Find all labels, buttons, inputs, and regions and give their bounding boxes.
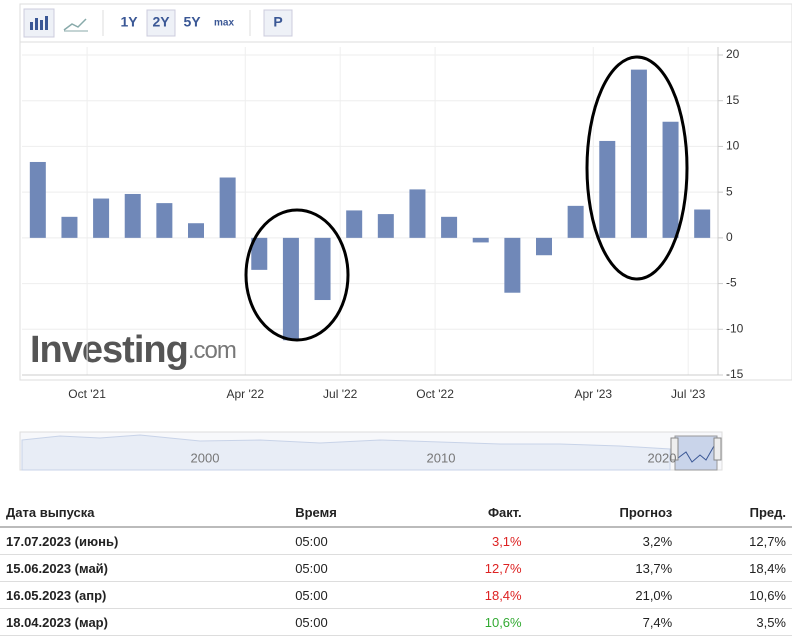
bar: [441, 216, 458, 238]
x-tick-label: Oct '21: [68, 387, 106, 401]
bar: [504, 237, 521, 293]
chart-frame: [19, 3, 792, 381]
table-cell: 12,7%: [678, 527, 792, 555]
table-cell: 3,5%: [678, 608, 792, 636]
watermark-name: Investing: [30, 329, 188, 371]
bar: [346, 210, 363, 238]
bar: [188, 223, 204, 238]
table-cell: 18,4%: [413, 581, 528, 609]
bar: [29, 161, 46, 238]
y-tick-label: 5: [726, 184, 733, 198]
table-row: 16.05.2023 (апр) 05:00 18,4% 21,0% 10,6%: [0, 581, 792, 609]
bar: [472, 237, 489, 243]
watermark: Investing.com: [30, 329, 236, 371]
line-icon[interactable]: [63, 18, 88, 32]
chart-panel: P 1Y 2Y 5Y max Investing.com -15 -10 -5 0 5 10 15 20…: [19, 3, 792, 471]
bar: [93, 198, 110, 238]
range-button[interactable]: max: [214, 18, 234, 29]
bar: [694, 209, 711, 238]
x-tick-label: Jul '23: [671, 387, 706, 401]
navigator-handle[interactable]: [713, 437, 722, 461]
table-header: Дата выпуска Время Факт. Прогноз Пред.: [0, 498, 792, 528]
range-button[interactable]: 5Y: [183, 14, 201, 30]
range-button[interactable]: 1Y: [120, 14, 138, 30]
annotation-ellipse: [585, 55, 689, 281]
bar: [377, 214, 394, 238]
bar: [219, 177, 236, 238]
table-cell: 10,6%: [678, 581, 792, 609]
y-tick-label: -5: [726, 276, 737, 290]
bar: [251, 237, 268, 270]
bar: [630, 69, 647, 238]
selected-range: [146, 9, 176, 37]
table-row: 18.04.2023 (мар) 05:00 10,6% 7,4% 3,5%: [0, 608, 792, 636]
table-cell: 12,7%: [413, 554, 528, 582]
bar: [409, 189, 426, 238]
table-cell: 18.04.2023 (мар): [0, 608, 290, 636]
mode-button[interactable]: [263, 9, 293, 37]
navigator-label: 2000: [191, 450, 220, 465]
navigator-window[interactable]: [674, 435, 718, 471]
table-cell: 3,2%: [527, 527, 679, 555]
table-cell: 15.06.2023 (май): [0, 554, 290, 582]
navigator-label: 2010: [427, 450, 456, 465]
table-cell: 05:00: [289, 554, 414, 582]
bar: [567, 205, 584, 238]
bar-icon[interactable]: [23, 8, 55, 38]
table-cell: 16.05.2023 (апр): [0, 581, 290, 609]
table-row: 17.07.2023 (июнь) 05:00 3,1% 3,2% 12,7%: [0, 527, 792, 555]
table-cell: 05:00: [289, 608, 414, 636]
navigator-area: [21, 434, 671, 471]
column-header: Время: [289, 498, 414, 528]
navigator-line: [677, 445, 715, 463]
table-cell: 21,0%: [527, 581, 679, 609]
watermark-suffix: .com: [188, 337, 236, 364]
table-cell: 17.07.2023 (июнь): [0, 527, 290, 555]
y-tick-label: -15: [726, 367, 744, 381]
y-tick-label: -10: [726, 321, 744, 335]
column-header: Пред.: [678, 498, 792, 528]
bar: [156, 203, 173, 238]
bar: [282, 237, 299, 341]
column-header: Прогноз: [527, 498, 679, 528]
table-cell: 10,6%: [413, 608, 528, 636]
table-cell: 05:00: [289, 581, 414, 609]
navigator-label: 2020: [648, 450, 677, 465]
data-table: Дата выпуска Время Факт. Прогноз Пред. 17.07…: [0, 498, 792, 636]
x-tick-label: Apr '22: [226, 387, 264, 401]
mode-label[interactable]: P: [273, 14, 282, 30]
table-cell: 7,4%: [527, 608, 679, 636]
x-tick-label: Oct '22: [416, 387, 454, 401]
bar: [536, 237, 552, 256]
table-cell: 18,4%: [678, 554, 792, 582]
x-tick-label: Apr '23: [574, 387, 612, 401]
bar: [124, 193, 141, 238]
table-cell: 13,7%: [527, 554, 679, 582]
y-tick-label: 20: [726, 47, 740, 61]
bar: [662, 121, 679, 238]
y-tick-label: 0: [726, 230, 733, 244]
y-tick-label: 10: [726, 139, 740, 153]
bar: [314, 237, 331, 301]
table-cell: 3,1%: [413, 527, 528, 555]
bar: [599, 140, 616, 238]
column-header: Дата выпуска: [0, 498, 290, 528]
table-row: 15.06.2023 (май) 05:00 12,7% 13,7% 18,4%: [0, 554, 792, 582]
annotation-ellipse: [244, 208, 350, 342]
bar: [61, 216, 78, 238]
table-cell: 05:00: [289, 527, 414, 555]
navigator-handle[interactable]: [670, 437, 679, 461]
column-header: Факт.: [413, 498, 528, 528]
range-button[interactable]: 2Y: [152, 14, 170, 30]
x-tick-label: Jul '22: [323, 387, 358, 401]
y-tick-label: 15: [726, 93, 740, 107]
